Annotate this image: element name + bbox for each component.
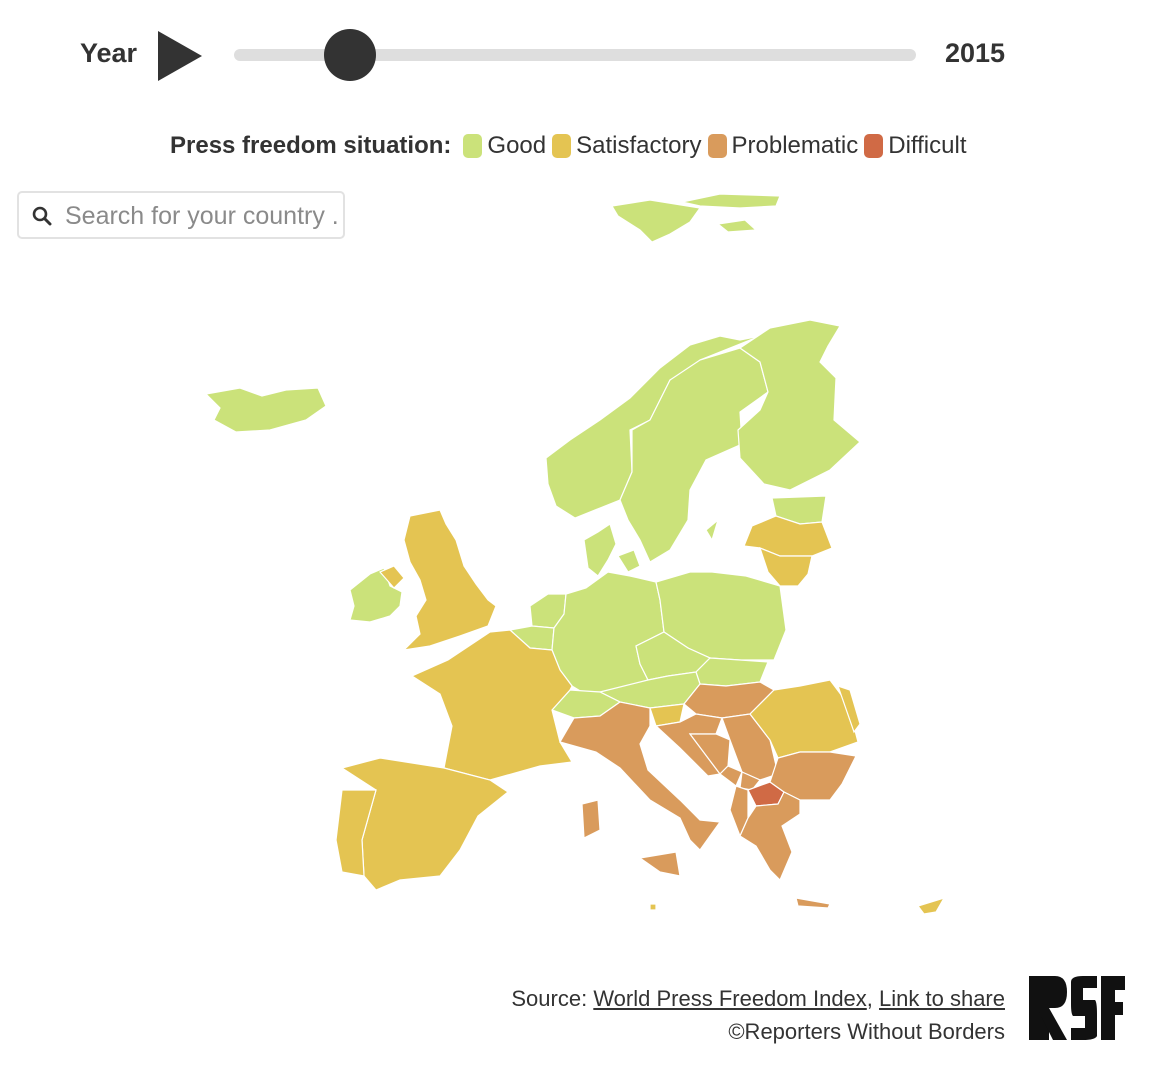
source-prefix: Source: [511,986,594,1011]
legend-swatch-satisfactory [552,134,572,158]
country-northern-ireland[interactable] [379,565,405,589]
country-ireland[interactable] [349,567,403,623]
year-value: 2015 [945,38,1006,68]
slider-knob[interactable] [323,29,376,81]
source-separator: , [866,986,880,1011]
share-link[interactable]: Link to share [879,986,1005,1011]
legend-swatch-good [463,134,483,158]
legend-item-good: Good [463,132,546,160]
legend: Press freedom situation: Good Satisfacto… [170,130,972,162]
country-malta[interactable] [649,903,657,911]
country-moldova[interactable] [837,685,861,734]
year-controls: Year 2015 [0,0,1150,110]
country-latvia[interactable] [743,515,833,557]
country-denmark[interactable] [583,523,617,577]
rsf-logo [1029,976,1125,1040]
search-input[interactable] [65,199,340,233]
slider-track[interactable] [234,49,916,61]
legend-item-satisfactory: Satisfactory [552,132,702,160]
legend-item-problematic: Problematic [707,132,859,160]
country-france[interactable] [410,629,573,781]
country-crete[interactable] [795,897,831,909]
country-search[interactable] [17,191,345,239]
legend-swatch-problematic [707,134,727,158]
search-icon [32,206,52,226]
country-denmark-zealand[interactable] [617,549,641,573]
country-united-kingdom[interactable] [402,509,497,651]
legend-swatch-difficult [864,134,884,158]
legend-label-problematic: Problematic [731,132,859,159]
country-portugal[interactable] [335,789,377,877]
country-lithuania[interactable] [759,546,813,587]
legend-label-satisfactory: Satisfactory [576,132,702,159]
country-corsica[interactable] [581,799,601,839]
country-svalbard[interactable] [611,199,702,243]
country-svalbard-south[interactable] [716,219,758,233]
country-svalbard-east[interactable] [681,193,781,209]
country-sweden[interactable] [619,347,769,563]
country-italy[interactable] [559,701,722,851]
legend-label-good: Good [487,132,547,159]
year-slider[interactable] [234,29,916,81]
country-cyprus[interactable] [917,896,946,915]
year-label: Year [80,38,138,68]
country-bulgaria[interactable] [769,751,857,801]
country-finland[interactable] [737,319,861,491]
copyright: ©Reporters Without Borders [728,1019,1005,1044]
country-sicily[interactable] [638,851,681,877]
footer: Source: World Press Freedom Index, Link … [511,982,1005,1048]
play-icon[interactable] [156,29,204,83]
country-gotland[interactable] [705,518,720,542]
source-link[interactable]: World Press Freedom Index [593,986,867,1011]
source-line: Source: World Press Freedom Index, Link … [511,982,1005,1015]
legend-title: Press freedom situation: [170,132,452,159]
country-greece[interactable] [739,791,801,882]
legend-label-difficult: Difficult [888,132,967,159]
country-iceland[interactable] [204,387,327,433]
europe-map [204,193,946,915]
country-bosnia[interactable] [688,733,731,775]
legend-item-difficult: Difficult [864,132,966,160]
country-romania[interactable] [749,679,859,759]
